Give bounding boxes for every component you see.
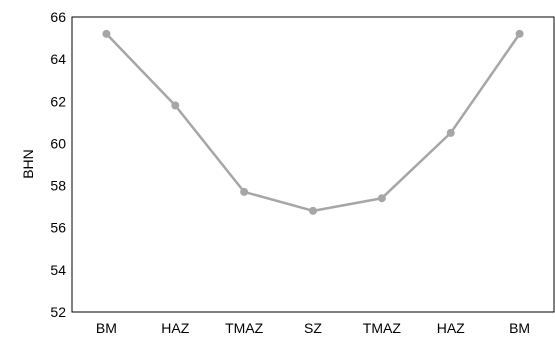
- series-line: [105, 32, 521, 213]
- data-points: [102, 29, 524, 215]
- y-tick-label: 56: [50, 220, 66, 236]
- x-tick-label: SZ: [304, 320, 322, 336]
- x-tick-label: TMAZ: [363, 320, 402, 336]
- x-tick-label: HAZ: [161, 320, 189, 336]
- y-tick-label: 60: [50, 135, 66, 151]
- y-tick-label: 64: [50, 51, 66, 67]
- y-tick-label: 58: [50, 178, 66, 194]
- data-point: [240, 187, 249, 196]
- data-point: [377, 194, 386, 203]
- data-point: [309, 206, 317, 215]
- x-tick-label: BM: [509, 320, 530, 336]
- x-tick-label: HAZ: [437, 320, 465, 336]
- data-point: [171, 101, 180, 110]
- plot-area-frame: [71, 16, 555, 313]
- data-point: [102, 29, 111, 38]
- data-point: [515, 29, 524, 38]
- x-tick-label: BM: [96, 320, 117, 336]
- y-axis-label: BHN: [20, 149, 36, 179]
- y-tick-label: 52: [50, 304, 66, 320]
- x-tick-label: TMAZ: [225, 320, 264, 336]
- y-tick-label: 54: [50, 262, 66, 278]
- y-axis-ticks: 52 54 56 58 60 62 64 66: [50, 9, 66, 320]
- y-tick-label: 62: [50, 93, 66, 109]
- y-tick-label: 66: [50, 9, 66, 25]
- data-point: [446, 128, 455, 137]
- x-axis-ticks: BM HAZ TMAZ SZ TMAZ HAZ BM: [96, 320, 530, 336]
